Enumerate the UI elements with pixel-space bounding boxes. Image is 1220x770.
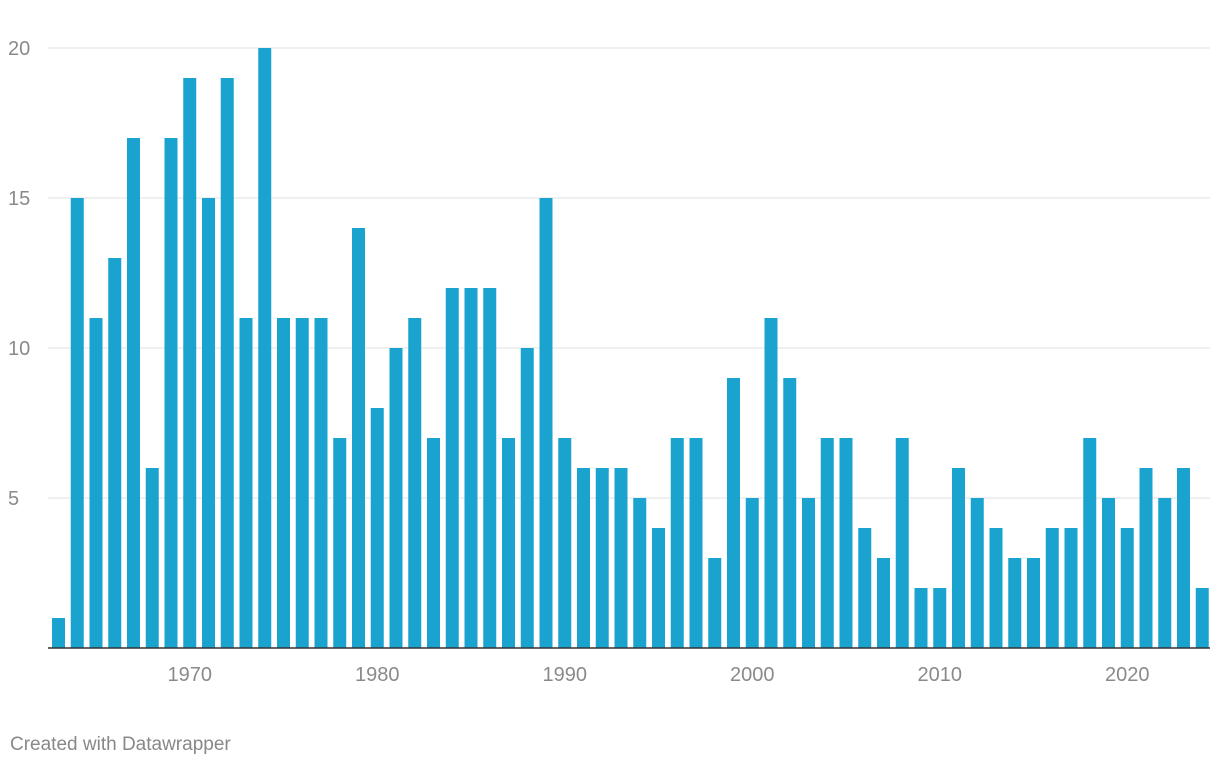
bar-1978 — [333, 438, 347, 648]
y-tick-label-5: 5 — [8, 488, 19, 510]
bar-2024 — [1195, 588, 1209, 648]
bar-1977 — [314, 318, 328, 648]
bar-2009 — [914, 588, 928, 648]
bar-2008 — [895, 438, 909, 648]
bar-1971 — [202, 198, 215, 648]
bar-1979 — [352, 228, 365, 648]
x-tick-label-2010: 2010 — [918, 664, 963, 686]
bar-1980 — [370, 408, 384, 648]
bar-1964 — [70, 198, 84, 648]
bar-1966 — [108, 258, 122, 648]
bar-1992 — [595, 468, 609, 648]
bar-2023 — [1177, 468, 1190, 648]
bar-2013 — [989, 528, 1003, 648]
bar-1975 — [277, 318, 290, 648]
bar-1999 — [727, 378, 740, 648]
bar-1968 — [145, 468, 159, 648]
bar-1972 — [220, 78, 234, 648]
bar-1997 — [689, 438, 703, 648]
y-tick-label-20: 20 — [8, 38, 30, 60]
x-tick-label-1970: 1970 — [168, 664, 213, 686]
bar-2016 — [1045, 528, 1059, 648]
bar-2006 — [858, 528, 872, 648]
bar-1969 — [164, 138, 178, 648]
bar-2018 — [1083, 438, 1097, 648]
bar-2002 — [783, 378, 797, 648]
bar-2022 — [1158, 498, 1172, 648]
bar-1993 — [614, 468, 628, 648]
bar-2004 — [820, 438, 834, 648]
bar-1994 — [633, 498, 647, 648]
x-tick-label-1990: 1990 — [543, 664, 588, 686]
bar-1995 — [652, 528, 665, 648]
bar-2001 — [764, 318, 778, 648]
bar-1988 — [520, 348, 534, 648]
bar-2000 — [745, 498, 759, 648]
bar-2005 — [839, 438, 853, 648]
bar-2010 — [933, 588, 947, 648]
bar-1985 — [464, 288, 478, 648]
bar-2019 — [1102, 498, 1115, 648]
bar-chart: 5 10 15 20 1970 1980 1990 2000 2010 2020 — [8, 38, 1210, 686]
y-tick-label-15: 15 — [8, 188, 30, 210]
bar-layer — [52, 48, 1209, 648]
bar-1963 — [52, 618, 65, 648]
bar-2007 — [877, 558, 890, 648]
bar-1973 — [239, 318, 253, 648]
bar-1996 — [670, 438, 684, 648]
bar-2020 — [1120, 528, 1134, 648]
bar-1991 — [577, 468, 590, 648]
bar-1982 — [408, 318, 422, 648]
bar-1986 — [483, 288, 497, 648]
chart-svg: 5 10 15 20 1970 1980 1990 2000 2010 2020 — [8, 38, 1210, 686]
bar-2012 — [970, 498, 984, 648]
bar-1981 — [389, 348, 403, 648]
bar-2011 — [952, 468, 965, 648]
bar-1974 — [258, 48, 272, 648]
x-tick-label-2000: 2000 — [730, 664, 775, 686]
bar-1976 — [295, 318, 309, 648]
bar-2021 — [1139, 468, 1153, 648]
bar-2014 — [1008, 558, 1022, 648]
bar-1989 — [539, 198, 553, 648]
x-tick-label-1980: 1980 — [355, 664, 400, 686]
bar-1984 — [445, 288, 459, 648]
footer-credit: Created with Datawrapper — [10, 734, 231, 755]
axis-layer: 5 10 15 20 1970 1980 1990 2000 2010 2020 — [8, 38, 1210, 686]
bar-2017 — [1064, 528, 1078, 648]
bar-1990 — [558, 438, 572, 648]
bar-1965 — [89, 318, 103, 648]
bar-1998 — [708, 558, 722, 648]
bar-1967 — [127, 138, 140, 648]
x-tick-label-2020: 2020 — [1105, 664, 1150, 686]
bar-1983 — [427, 438, 440, 648]
bar-1987 — [502, 438, 515, 648]
bar-2015 — [1027, 558, 1040, 648]
y-tick-label-10: 10 — [8, 338, 30, 360]
bar-1970 — [183, 78, 197, 648]
bar-2003 — [802, 498, 815, 648]
